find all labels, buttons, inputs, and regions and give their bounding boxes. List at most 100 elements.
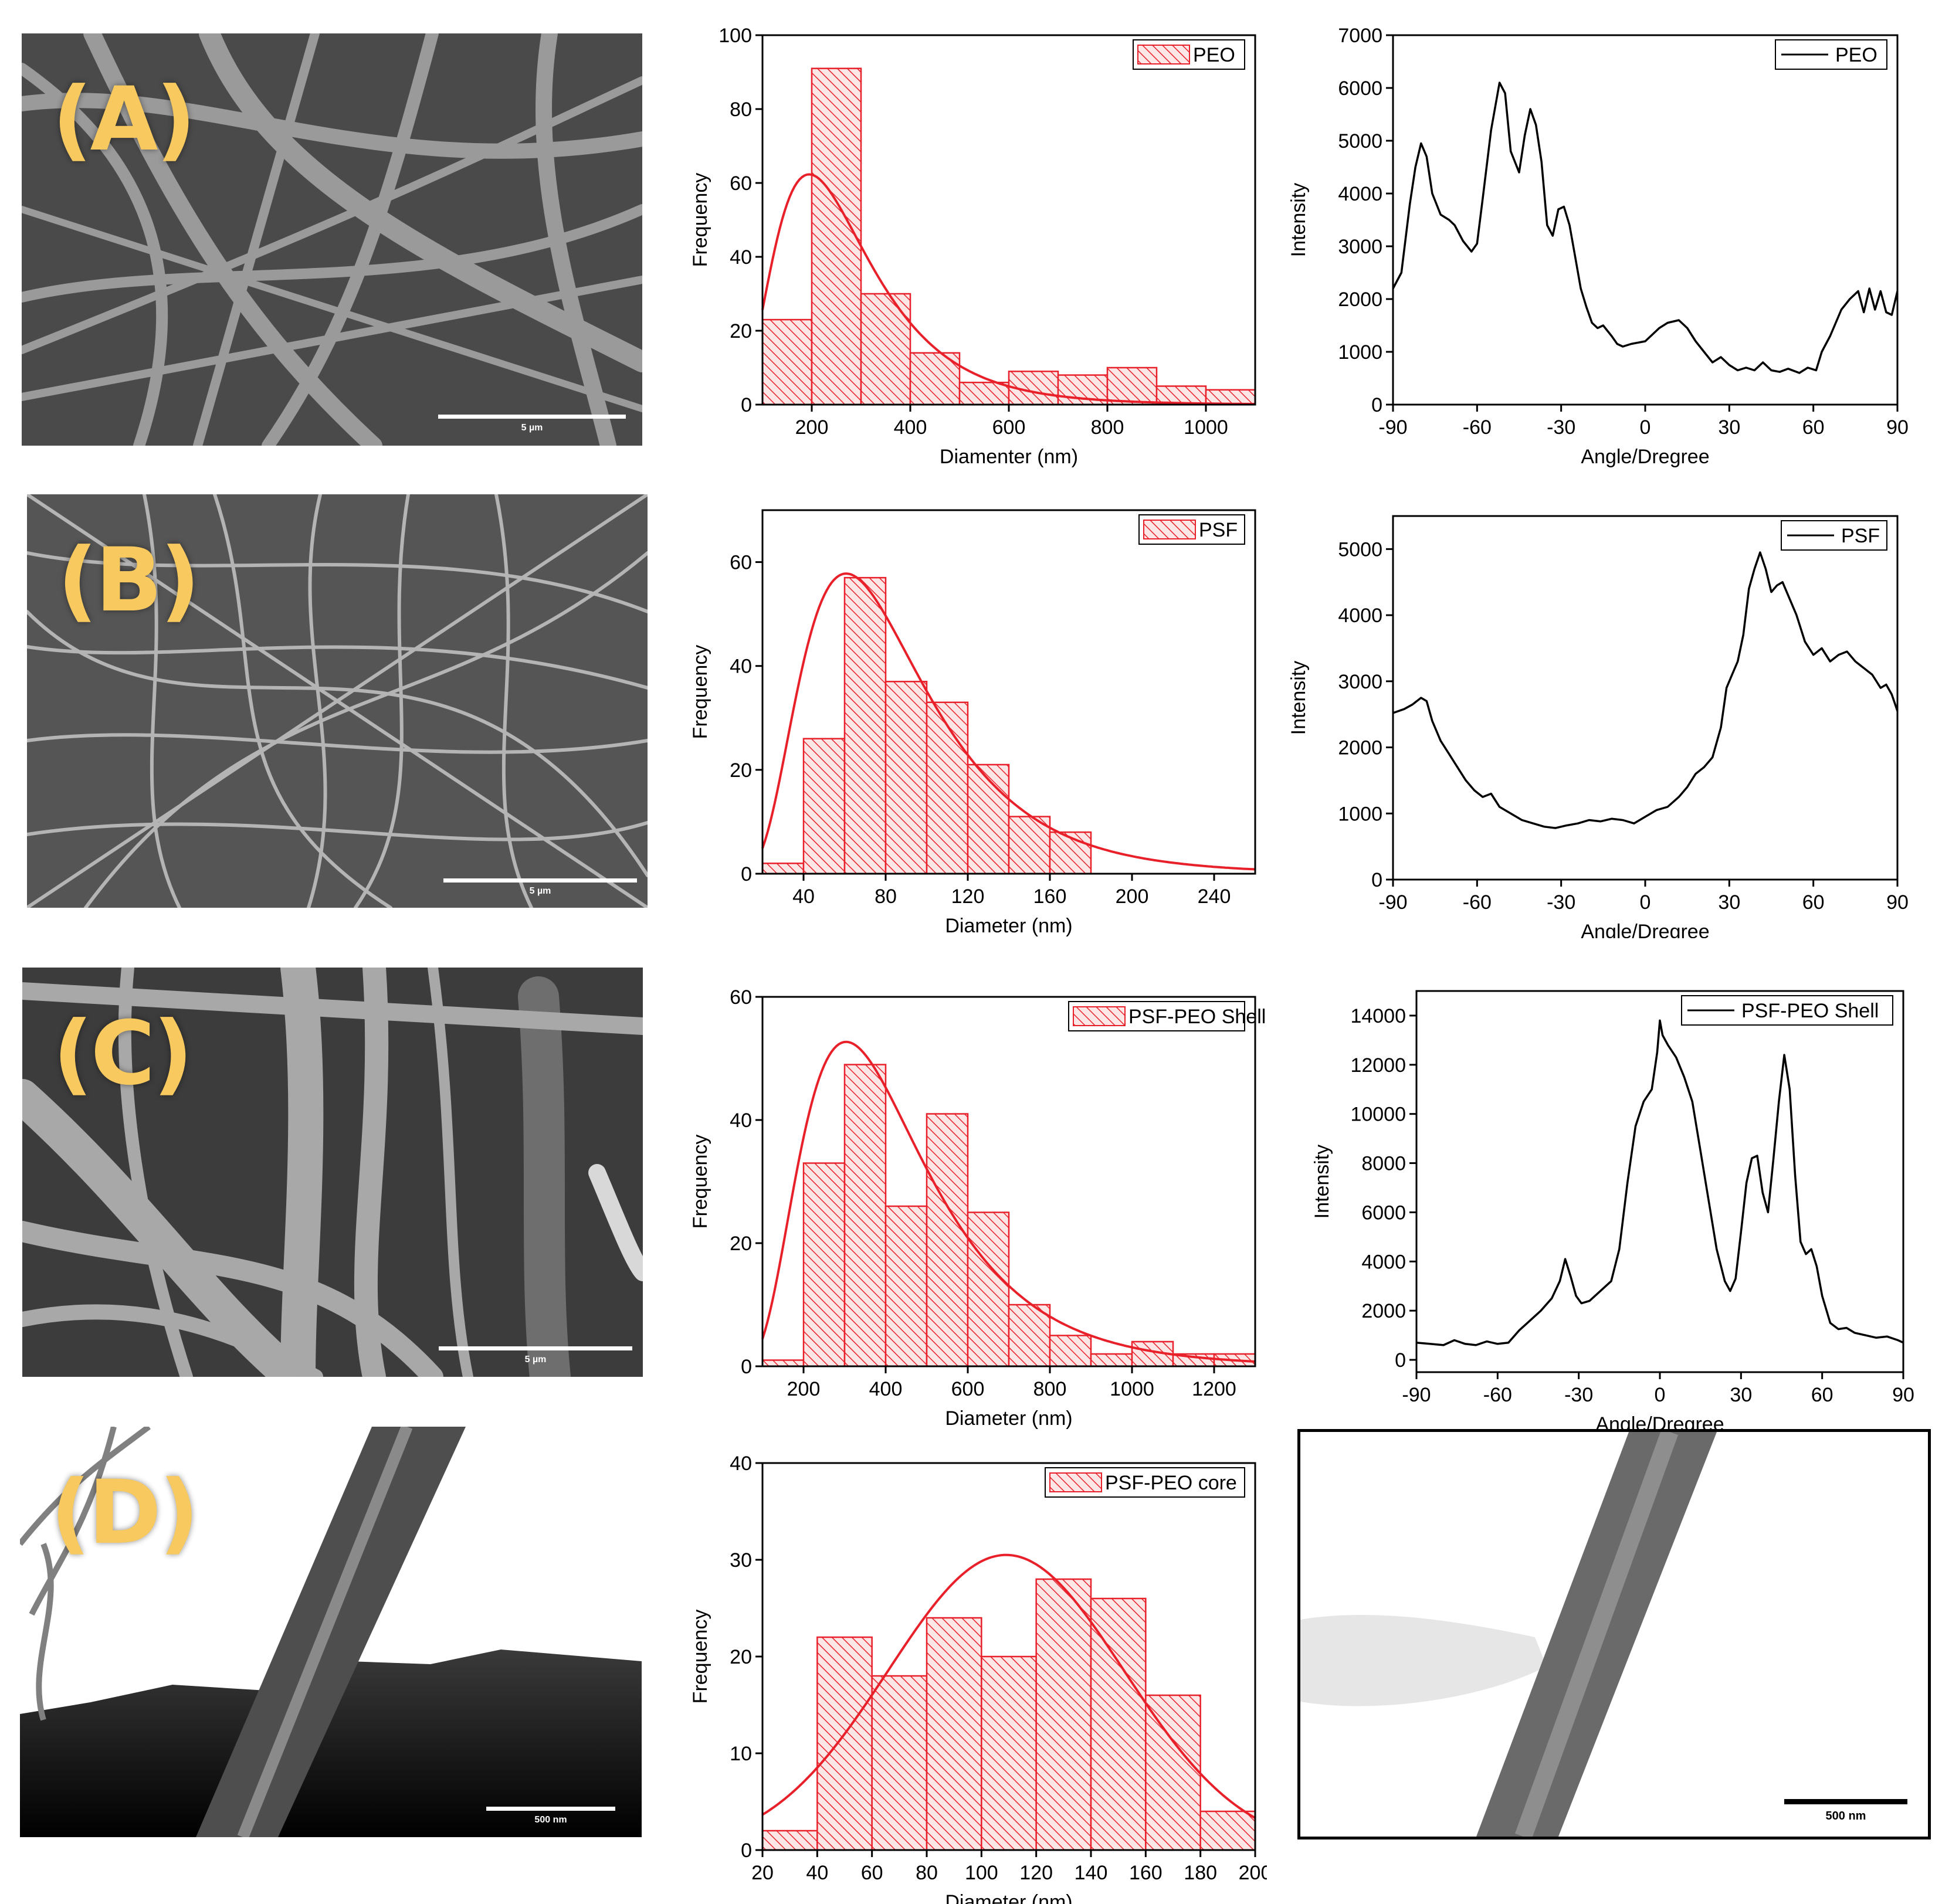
- chart0-ytick-label: 80: [730, 99, 752, 121]
- chart6-bar: [816, 1636, 873, 1851]
- chart6-bar: [761, 1830, 818, 1851]
- chart2-xlabel: Diameter (nm): [945, 915, 1072, 937]
- scale-bar-c: [439, 1346, 632, 1350]
- xrd-chart-a: -90 -60 -30 0 30 60 90 0 1000 2000 3000 4000 5000 600…: [1276, 12, 1921, 469]
- chart6-ytick-label: 20: [730, 1646, 752, 1668]
- chart5-ytick-label: 4000: [1361, 1251, 1406, 1273]
- chart0-bar: [761, 318, 813, 406]
- chart3-ytick-label: 0: [1371, 869, 1382, 891]
- chart0-xtick-label: 200: [795, 416, 829, 439]
- chart3-ytick-label: 5000: [1338, 538, 1382, 561]
- fiber-texture-b: [27, 494, 648, 908]
- chart1-xlabel: Angle/Dregree: [1581, 446, 1709, 468]
- chart1-plot-frame: [1392, 34, 1899, 406]
- tem-scale-bar: [1784, 1799, 1907, 1804]
- chart1-ytick-label: 5000: [1338, 130, 1382, 152]
- chart2-ylabel: Frequency: [689, 645, 711, 739]
- chart6-xtick-label: 140: [1075, 1862, 1108, 1884]
- chart4-bar: [1049, 1335, 1092, 1367]
- chart1-xtick-label: -90: [1378, 416, 1407, 439]
- chart4-bar: [926, 1113, 969, 1367]
- chart5-series-line: [1416, 1019, 1904, 1346]
- panel-label-b: (B): [57, 530, 200, 632]
- chart2-plot-frame: [761, 509, 1256, 875]
- chart5-ytick-label: 10000: [1350, 1104, 1406, 1126]
- chart0-ytick-label: 20: [730, 320, 752, 342]
- chart0-legend-label: PEO: [1193, 44, 1235, 66]
- chart3-plot-frame: [1392, 515, 1899, 881]
- chart6-ytick-label: 40: [730, 1452, 752, 1475]
- chart2-bar: [1008, 816, 1051, 875]
- scale-bar-a: [438, 415, 626, 419]
- chart5-ylabel: Intensity: [1311, 1145, 1333, 1219]
- chart6-xtick-label: 100: [965, 1862, 998, 1884]
- chart5-xtick-label: -60: [1483, 1384, 1512, 1406]
- chart4-xtick-label: 800: [1033, 1378, 1067, 1400]
- chart0-ytick-label: 100: [718, 25, 752, 47]
- chart2-xtick-label: 160: [1033, 885, 1067, 908]
- chart4-bar: [802, 1162, 846, 1367]
- chart0-bar: [811, 67, 862, 406]
- chart1-legend-label: PEO: [1835, 44, 1877, 66]
- chart2-xtick-label: 40: [792, 885, 815, 908]
- chart4-bar: [1008, 1304, 1051, 1367]
- chart4-bar: [884, 1205, 928, 1367]
- chart6-xtick-label: 120: [1019, 1862, 1053, 1884]
- sem-image-a: (A) 5 µm: [22, 33, 642, 446]
- chart5-legend-label: PSF-PEO Shell: [1741, 1000, 1879, 1022]
- scale-label-c: 5 µm: [524, 1355, 547, 1365]
- tem-scale-label: 500 nm: [1825, 1810, 1866, 1822]
- chart4-bar: [967, 1211, 1010, 1367]
- chart2-bar: [761, 863, 805, 875]
- chart3-ylabel: Intensity: [1287, 661, 1310, 735]
- chart2-xtick-label: 240: [1198, 885, 1231, 908]
- chart2-fit-curve: [761, 572, 1256, 871]
- chart6-bar: [981, 1655, 1037, 1851]
- chart5-plot-frame: [1415, 990, 1904, 1373]
- scale-label-a: 5 µm: [521, 423, 543, 433]
- sem-image-c: (C) 5 µm: [22, 968, 643, 1377]
- chart0-bar: [860, 293, 911, 406]
- chart5-xtick-label: 30: [1730, 1384, 1752, 1406]
- chart3-legend-label: PSF: [1841, 525, 1880, 547]
- chart0-xlabel: Diamenter (nm): [940, 446, 1078, 468]
- xrd-chart-c: -90 -60 -30 0 30 60 90 0 2000 4000 6000 8000 10000 12…: [1276, 950, 1921, 1437]
- chart0-ytick-label: 0: [741, 394, 752, 416]
- chart2-ytick-label: 0: [741, 863, 752, 885]
- chart1-ytick-label: 6000: [1338, 77, 1382, 100]
- chart0-ytick-label: 60: [730, 172, 752, 195]
- chart1-xtick-label: -60: [1463, 416, 1492, 439]
- chart3-ytick-label: 2000: [1338, 737, 1382, 759]
- fiber-texture-a: [22, 33, 642, 446]
- chart6-xtick-label: 20: [751, 1862, 774, 1884]
- chart5-ytick-label: 2000: [1361, 1300, 1406, 1322]
- chart4-bar: [1090, 1353, 1133, 1367]
- chart6-legend-label: PSF-PEO core: [1105, 1472, 1237, 1494]
- panel-label-c: (C): [53, 1003, 193, 1105]
- chart4-ytick-label: 20: [730, 1233, 752, 1255]
- chart0-bar: [1205, 389, 1256, 406]
- chart3-xtick-label: 60: [1802, 891, 1825, 914]
- chart4-plot-frame: [761, 996, 1256, 1367]
- xrd-chart-b: -90 -60 -30 0 30 60 90 0 1000 2000 3000 4000 5000 Ang…: [1276, 469, 1921, 938]
- core-fiber-texture-d: [20, 1427, 642, 1837]
- chart0-xtick-label: 600: [992, 416, 1026, 439]
- chart2-ytick-label: 20: [730, 759, 752, 782]
- chart0-xtick-label: 800: [1091, 416, 1124, 439]
- chart3-xtick-label: 30: [1718, 891, 1740, 914]
- chart0-legend-swatch: [1137, 45, 1190, 65]
- chart6-xtick-label: 200: [1239, 1862, 1267, 1884]
- chart6-xtick-label: 40: [806, 1862, 828, 1884]
- histogram-a: 200 400 600 800 1000 0 20 40 60 80 100 Diamenter (n…: [680, 12, 1267, 469]
- chart0-xtick-label: 1000: [1184, 416, 1228, 439]
- scale-label-b: 5 µm: [529, 886, 551, 896]
- chart0-bar: [1106, 366, 1158, 406]
- chart1-ylabel: Intensity: [1287, 183, 1310, 257]
- chart1-ytick-label: 0: [1371, 394, 1382, 416]
- chart6-bar: [1090, 1597, 1147, 1851]
- chart3-ytick-label: 1000: [1338, 803, 1382, 825]
- chart4-ytick-label: 0: [741, 1356, 752, 1378]
- chart2-bar: [884, 681, 928, 875]
- chart0-fit-curve: [761, 173, 1255, 405]
- histogram-c: 200 400 600 800 1000 1200 0 20 40 60 Diameter (nm)…: [680, 950, 1267, 1437]
